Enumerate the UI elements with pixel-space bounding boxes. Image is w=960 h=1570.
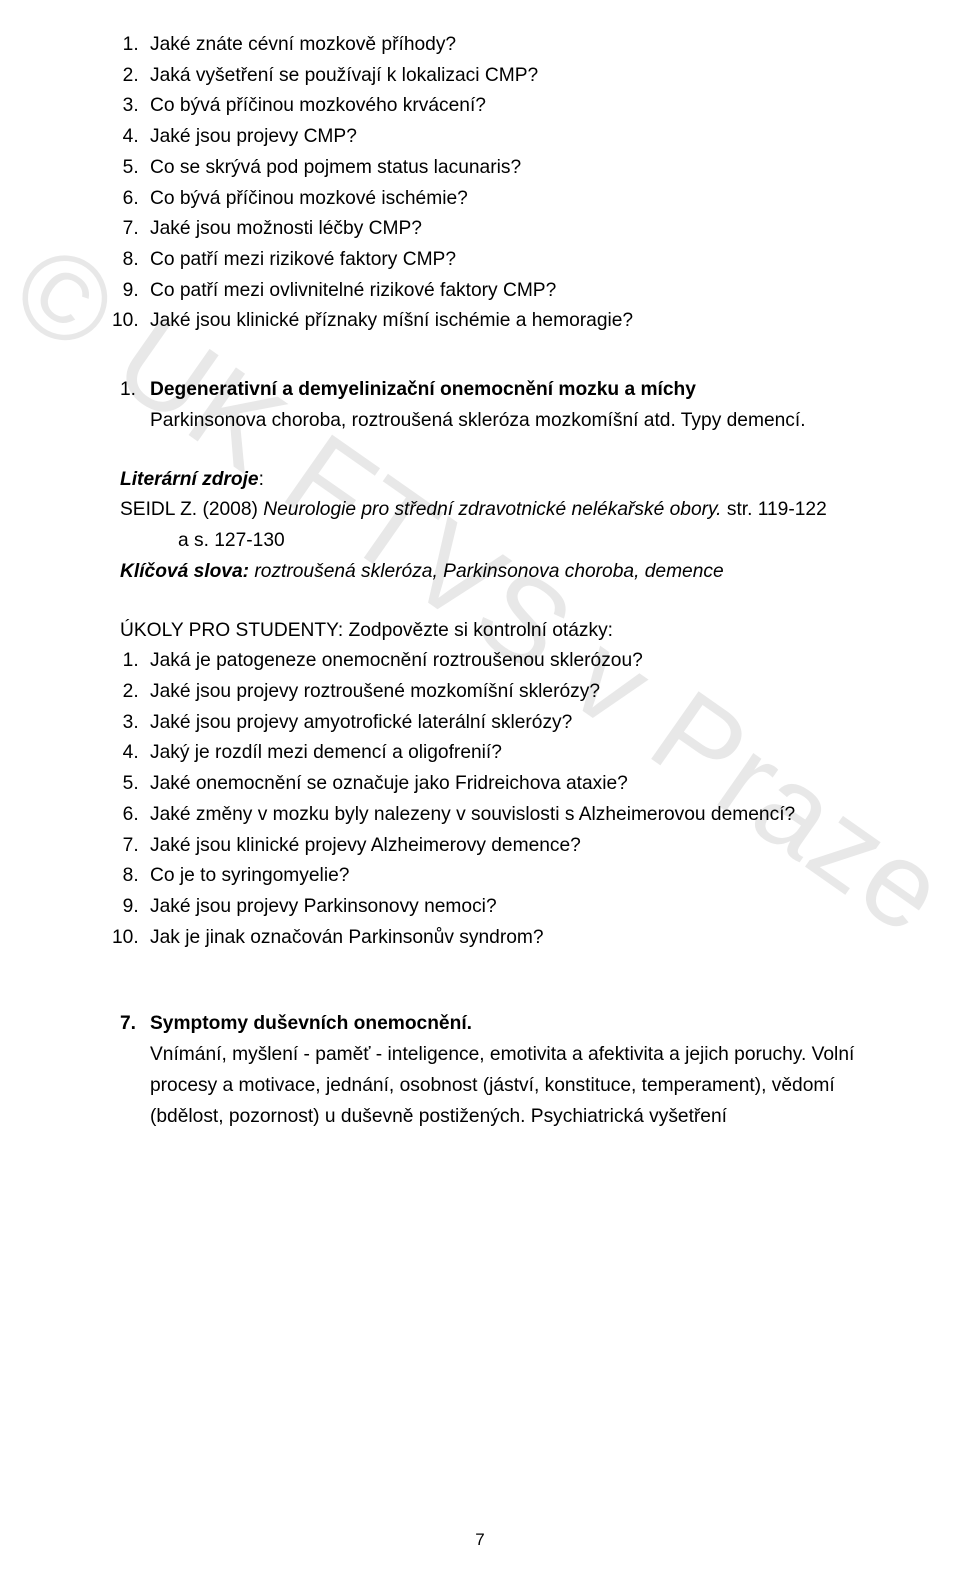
list-item: Jaké změny v mozku byly nalezeny v souvi…	[144, 800, 860, 831]
literature-label: Literární zdroje	[120, 469, 259, 490]
keywords-label: Klíčová slova:	[120, 561, 249, 582]
list-item: Jaká je patogeneze onemocnění roztroušen…	[144, 646, 860, 677]
section-title: Symptomy duševních onemocnění.	[150, 1013, 472, 1034]
section-number: 7.	[120, 1009, 140, 1132]
list-item: Jaké znáte cévní mozkově příhody?	[144, 30, 860, 61]
list-item: Jaké jsou projevy Parkinsonovy nemoci?	[144, 892, 860, 923]
list-item: Co patří mezi rizikové faktory CMP?	[144, 245, 860, 276]
section-body: Parkinsonova choroba, roztroušená skleró…	[150, 406, 806, 437]
list-item: Co bývá příčinou mozkového krvácení?	[144, 91, 860, 122]
list-item: Jaký je rozdíl mezi demencí a oligofreni…	[144, 738, 860, 769]
section-number: 1.	[120, 375, 140, 436]
list-item: Co bývá příčinou mozkové ischémie?	[144, 184, 860, 215]
list-item: Co patří mezi ovlivnitelné rizikové fakt…	[144, 276, 860, 307]
literature-block: Literární zdroje: SEIDL Z. (2008) Neurol…	[120, 465, 860, 557]
question-list-b: Jaká je patogeneze onemocnění roztroušen…	[120, 646, 860, 953]
section-body: Vnímání, myšlení - paměť - inteligence, …	[150, 1044, 854, 1126]
list-item: Jaké jsou klinické projevy Alzheimerovy …	[144, 831, 860, 862]
list-item: Jaké onemocnění se označuje jako Fridrei…	[144, 769, 860, 800]
section-1-heading: 1. Degenerativní a demyelinizační onemoc…	[120, 375, 860, 436]
list-item: Co je to syringomyelie?	[144, 861, 860, 892]
keywords-block: Klíčová slova: roztroušená skleróza, Par…	[120, 557, 860, 588]
list-item: Jaké jsou projevy roztroušené mozkomíšní…	[144, 677, 860, 708]
literature-pages-2: a s. 127-130	[120, 526, 860, 557]
question-list-a: Jaké znáte cévní mozkově příhody? Jaká v…	[120, 30, 860, 337]
list-item: Jaké jsou možnosti léčby CMP?	[144, 214, 860, 245]
literature-title: Neurologie pro střední zdravotnické nelé…	[263, 499, 721, 520]
list-item: Jak je jinak označován Parkinsonův syndr…	[144, 923, 860, 954]
tasks-heading: ÚKOLY PRO STUDENTY: Zodpovězte si kontro…	[120, 616, 860, 647]
list-item: Jaká vyšetření se používají k lokalizaci…	[144, 61, 860, 92]
literature-author: SEIDL Z. (2008)	[120, 499, 263, 520]
literature-pages: str. 119-122	[722, 499, 827, 520]
colon: :	[259, 469, 264, 490]
list-item: Co se skrývá pod pojmem status lacunaris…	[144, 153, 860, 184]
list-item: Jaké jsou projevy CMP?	[144, 122, 860, 153]
section-7-heading: 7. Symptomy duševních onemocnění. Vnímán…	[120, 1009, 860, 1132]
list-item: Jaké jsou projevy amyotrofické laterální…	[144, 708, 860, 739]
list-item: Jaké jsou klinické příznaky míšní ischém…	[144, 306, 860, 337]
page-number: 7	[0, 1530, 960, 1550]
document-page: Jaké znáte cévní mozkově příhody? Jaká v…	[0, 0, 960, 1132]
keywords-body: roztroušená skleróza, Parkinsonova choro…	[249, 561, 724, 582]
section-title: Degenerativní a demyelinizační onemocněn…	[150, 379, 696, 400]
